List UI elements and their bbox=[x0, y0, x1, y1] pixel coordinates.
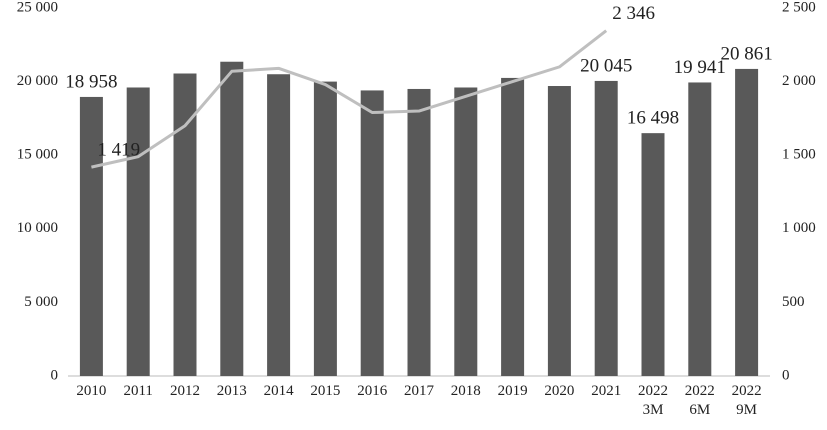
bar bbox=[313, 81, 337, 376]
x-tick-label: 2022 9M bbox=[731, 383, 762, 418]
y2-tick-label: 500 bbox=[782, 294, 805, 310]
x-tick-label: 2020 bbox=[544, 383, 575, 399]
y-tick-label: 15 000 bbox=[17, 147, 58, 163]
bar bbox=[501, 77, 525, 377]
data-label: 16 498 bbox=[627, 108, 679, 129]
x-tick-label: 2010 bbox=[76, 383, 107, 399]
x-tick-label: 2011 bbox=[123, 383, 153, 399]
y2-tick-label: 2 000 bbox=[782, 73, 816, 89]
bar bbox=[547, 86, 571, 377]
bar bbox=[126, 87, 150, 376]
bar bbox=[220, 61, 244, 377]
x-tick-label: 2015 bbox=[310, 383, 341, 399]
bar bbox=[735, 68, 759, 376]
bar bbox=[407, 88, 431, 377]
line bbox=[91, 29, 608, 169]
bar bbox=[688, 82, 712, 377]
bar bbox=[641, 133, 665, 376]
x-tick-label: 2013 bbox=[216, 383, 247, 399]
bar bbox=[594, 80, 618, 377]
x-tick-label: 2016 bbox=[357, 383, 388, 399]
data-label: 20 861 bbox=[720, 43, 772, 64]
y-tick-label: 25 000 bbox=[17, 0, 58, 15]
x-tick-label: 2021 bbox=[591, 383, 622, 399]
x-tick-label: 2022 3M bbox=[638, 383, 668, 418]
y2-tick-label: 0 bbox=[782, 367, 790, 383]
data-label: 2 346 bbox=[612, 3, 655, 24]
x-tick-label: 2014 bbox=[263, 383, 294, 399]
bar bbox=[360, 90, 384, 376]
x-tick-label: 2022 6M bbox=[684, 383, 715, 418]
y2-tick-label: 1 000 bbox=[782, 220, 816, 236]
y-tick-label: 20 000 bbox=[17, 73, 58, 89]
bar bbox=[267, 74, 291, 377]
y-tick-label: 10 000 bbox=[17, 220, 58, 236]
x-tick-label: 2018 bbox=[450, 383, 481, 399]
x-tick-label: 2017 bbox=[404, 383, 434, 399]
bar bbox=[173, 73, 197, 376]
x-tick-label: 2012 bbox=[170, 383, 200, 399]
y-tick-label: 0 bbox=[51, 367, 59, 383]
bar bbox=[454, 87, 478, 376]
x-tick-label: 2019 bbox=[497, 383, 528, 399]
y2-tick-label: 2 500 bbox=[782, 0, 816, 15]
data-label: 18 958 bbox=[65, 71, 117, 92]
y2-tick-label: 1 500 bbox=[782, 147, 816, 163]
data-label: 19 941 bbox=[674, 57, 726, 78]
data-label: 20 045 bbox=[580, 55, 632, 76]
data-label: 1 419 bbox=[97, 139, 140, 160]
y-tick-label: 5 000 bbox=[24, 294, 58, 310]
